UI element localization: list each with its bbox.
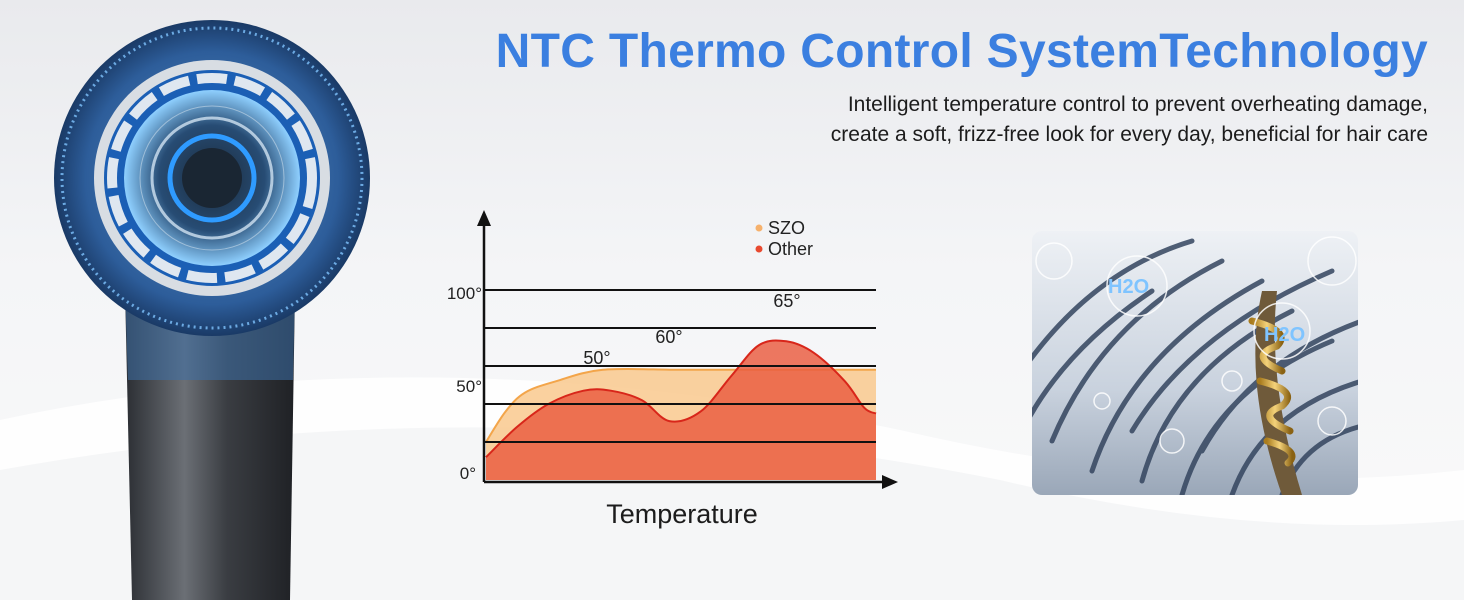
chart-gridlines	[484, 289, 876, 443]
series-line-other	[485, 339, 877, 458]
legend-label-other: Other	[768, 239, 813, 259]
legend-label-szo: SZO	[768, 218, 805, 238]
hair-illustration-panel: H2O H2O	[1032, 231, 1358, 495]
annotation-50: 50°	[583, 348, 610, 368]
x-axis-label: Temperature	[606, 499, 758, 529]
temperature-chart: 0° 50° 100° 50° 60° 65° SZO Other Temper…	[447, 210, 898, 529]
y-tick-label-50: 50°	[456, 377, 482, 396]
page-subtitle: Intelligent temperature control to preve…	[831, 90, 1428, 150]
subtitle-line-2: create a soft, frizz-free look for every…	[830, 123, 1428, 146]
water-bubble-icon	[1035, 236, 1357, 454]
annotation-65: 65°	[773, 291, 800, 311]
page-title: NTC Thermo Control SystemTechnology	[495, 25, 1428, 78]
hair-dryer-illustration	[54, 20, 370, 600]
h2o-label-2: H2O	[1264, 324, 1305, 346]
y-axis-arrow	[477, 210, 491, 226]
annotation-60: 60°	[655, 327, 682, 347]
series-area-other	[486, 340, 876, 480]
legend-swatch-szo	[755, 224, 763, 232]
legend-swatch-other	[755, 245, 763, 253]
h2o-label-1: H2O	[1108, 276, 1149, 298]
hair-strand-illustration: H2O H2O	[1032, 231, 1358, 495]
y-tick-label-0: 0°	[460, 464, 476, 483]
y-tick-label-100: 100°	[447, 284, 482, 303]
subtitle-line-1: Intelligent temperature control to preve…	[847, 93, 1428, 116]
chart-areas	[485, 339, 877, 480]
x-axis-arrow	[882, 475, 898, 489]
